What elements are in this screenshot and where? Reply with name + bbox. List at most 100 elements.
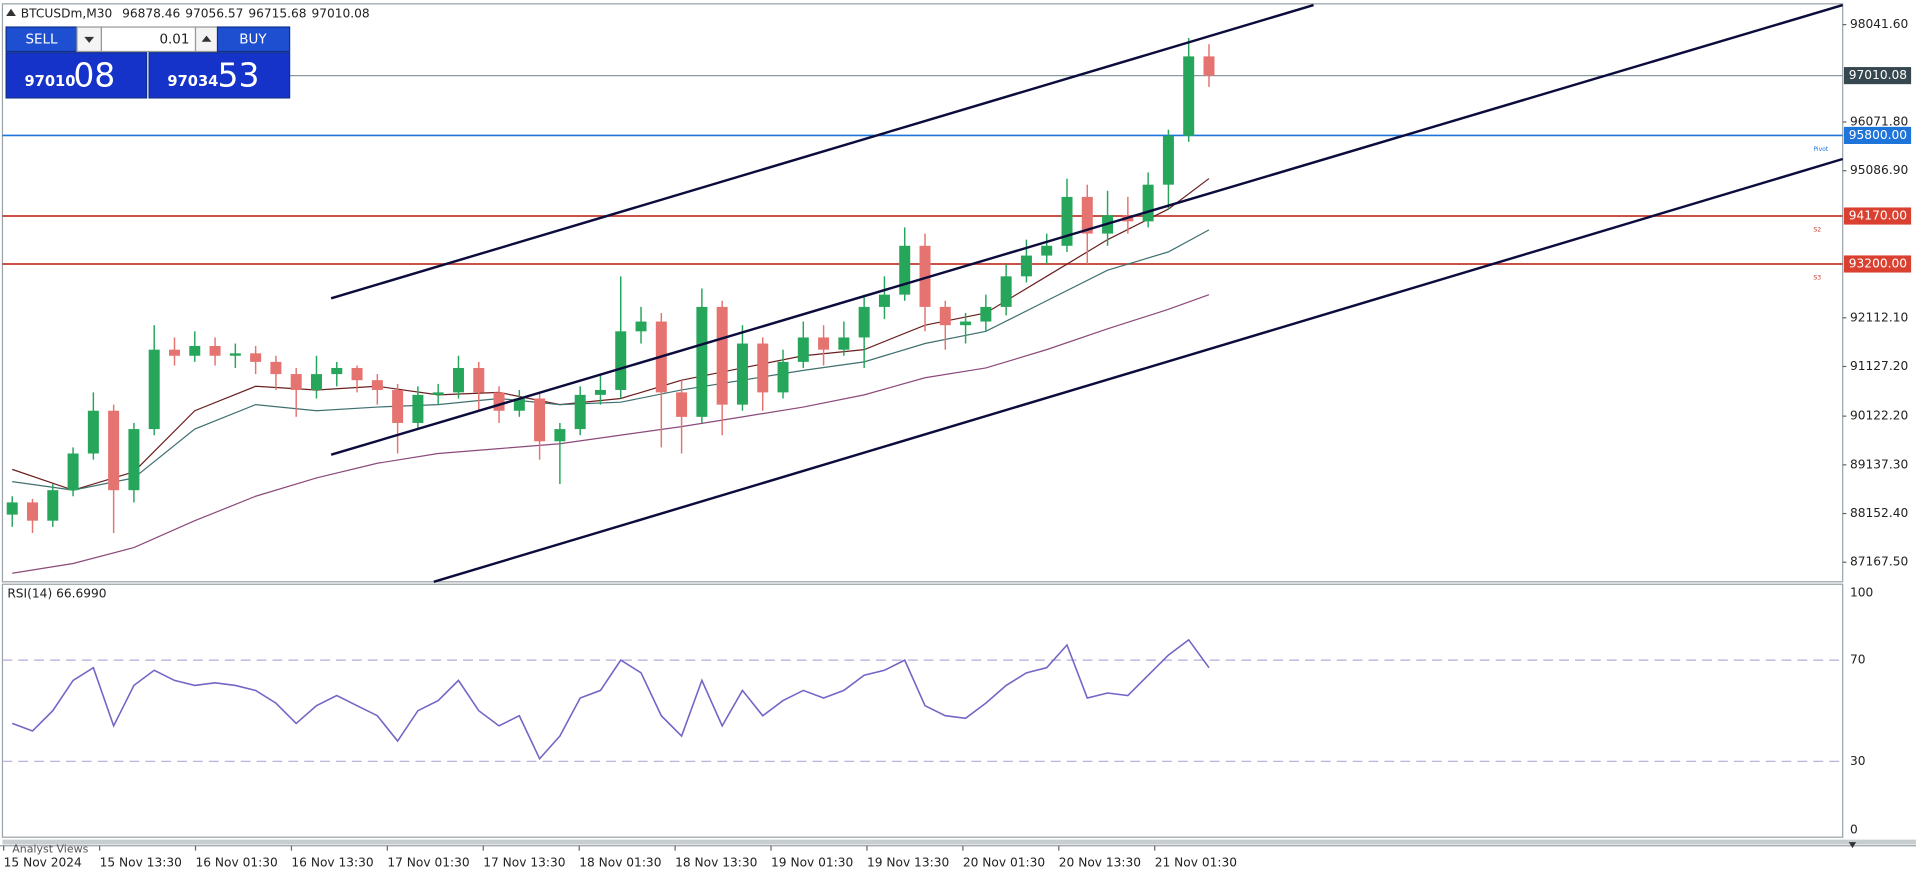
low: 96715.68 xyxy=(248,6,306,20)
candle-body xyxy=(148,349,160,430)
buy-button[interactable] xyxy=(216,26,291,53)
x-tick-label: 18 Nov 01:30 xyxy=(579,855,661,869)
candle-body xyxy=(229,353,241,356)
buy-price-box[interactable] xyxy=(148,52,291,99)
candle-body xyxy=(818,337,830,350)
sell-label: SELL xyxy=(26,32,59,47)
analyst-tab[interactable]: Analyst Views xyxy=(12,842,88,855)
up-arrow xyxy=(201,35,212,42)
x-tick-label: 21 Nov 01:30 xyxy=(1155,855,1237,869)
price-tag xyxy=(1843,255,1912,273)
y-tick-label: 100 xyxy=(1850,585,1873,599)
lot-value: 0.01 xyxy=(159,32,189,47)
candle-body xyxy=(6,502,18,515)
candle-body xyxy=(716,306,728,405)
moving-average xyxy=(12,229,1210,491)
candle-body xyxy=(87,410,99,454)
x-tick-label: 16 Nov 01:30 xyxy=(196,855,278,869)
candle-body xyxy=(108,410,120,491)
buy-label: BUY xyxy=(239,32,267,47)
rsi-line xyxy=(11,638,1210,761)
price-tag xyxy=(1843,126,1912,144)
candle-body xyxy=(858,306,870,338)
main-panel xyxy=(1,3,1844,583)
y-tick-label: 30 xyxy=(1850,754,1866,768)
candle-body xyxy=(696,306,708,417)
channel-line[interactable] xyxy=(433,157,1844,583)
down-arrow xyxy=(84,36,95,43)
y-tick-label: 95086.90 xyxy=(1850,163,1908,177)
y-tick-label: 92112.10 xyxy=(1850,310,1908,324)
candle-body xyxy=(838,337,850,350)
x-tick-label: 19 Nov 13:30 xyxy=(867,855,949,869)
candle-body xyxy=(1000,276,1012,307)
candle-body xyxy=(1203,56,1215,76)
candle-body xyxy=(797,337,809,362)
price-tag-label: 97010.08 xyxy=(1849,68,1907,82)
candle-body xyxy=(757,343,769,393)
x-tick-label: 20 Nov 01:30 xyxy=(963,855,1045,869)
candle-body xyxy=(452,367,464,393)
candle-body xyxy=(777,361,789,393)
candle-body xyxy=(736,343,748,405)
candle-body xyxy=(351,367,363,381)
candle-body xyxy=(1142,184,1154,222)
candle-body xyxy=(960,321,972,326)
candle-body xyxy=(534,398,546,442)
price-tag xyxy=(1843,207,1912,225)
channel-line[interactable] xyxy=(330,3,1844,456)
symbol-header: BTCUSDm,M30 96878.46 97056.57 96715.68 97010… xyxy=(21,6,370,20)
trade-panel: SELL 0.01 BUY 97010 08 97034 53 xyxy=(5,26,291,99)
candle-body xyxy=(392,389,404,423)
candle-body xyxy=(432,392,444,395)
panel-arrow[interactable] xyxy=(1848,842,1857,849)
open: 96878.46 xyxy=(122,6,180,20)
candle-body xyxy=(128,429,140,491)
candle-body xyxy=(493,392,505,411)
level-note: S3 xyxy=(1813,274,1821,281)
candle-body xyxy=(250,353,262,362)
candle-body xyxy=(980,306,992,322)
collapse-icon[interactable] xyxy=(6,8,16,17)
candle-body xyxy=(189,345,201,356)
candle-body xyxy=(899,245,911,295)
y-tick-label: 87167.50 xyxy=(1850,555,1908,569)
candle-body xyxy=(412,394,424,423)
y-tick-label: 70 xyxy=(1850,653,1866,667)
level-note: Pivot xyxy=(1813,146,1829,153)
price-tag-label: 95800.00 xyxy=(1849,128,1907,142)
candle-body xyxy=(1183,56,1195,136)
candle-body xyxy=(1061,196,1073,246)
buy-price: 97034 xyxy=(167,73,218,90)
candle-body xyxy=(676,392,688,417)
price-tag xyxy=(1843,67,1912,85)
candle-body xyxy=(270,361,282,375)
sell-price: 97010 xyxy=(24,73,75,90)
sell-button[interactable] xyxy=(5,26,78,53)
buy-pips: 53 xyxy=(218,56,260,95)
candle-body xyxy=(878,294,890,307)
price-tag-label: 93200.00 xyxy=(1849,256,1907,270)
candle-body xyxy=(290,374,302,390)
candle-body xyxy=(331,367,343,375)
candle-body xyxy=(209,345,221,356)
y-tick-label: 88152.40 xyxy=(1850,506,1908,520)
y-tick-label: 90122.20 xyxy=(1850,409,1908,423)
x-tick-label: 17 Nov 01:30 xyxy=(387,855,469,869)
price-tag-label: 94170.00 xyxy=(1849,209,1907,223)
high: 97056.57 xyxy=(185,6,243,20)
candle-body xyxy=(939,306,951,326)
level-note: S2 xyxy=(1813,226,1821,233)
candle-body xyxy=(594,389,606,395)
candle-body xyxy=(1020,255,1032,277)
candle-body xyxy=(615,331,627,390)
candle-body xyxy=(27,502,39,521)
channel-line[interactable] xyxy=(330,3,1314,300)
symbol: BTCUSDm,M30 xyxy=(21,6,113,20)
candle-body xyxy=(310,374,322,390)
sell-price-box[interactable] xyxy=(5,52,148,99)
y-tick-label: 98041.60 xyxy=(1850,17,1908,31)
